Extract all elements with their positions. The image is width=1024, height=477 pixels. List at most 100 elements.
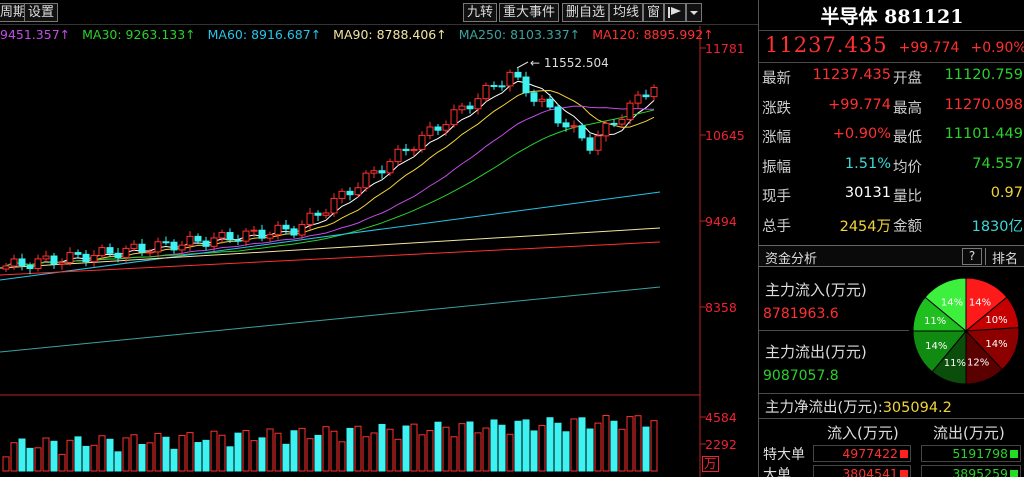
remove-watchlist-button[interactable]: 删自选	[562, 3, 610, 22]
candle-body	[418, 134, 426, 150]
volume-bar	[130, 434, 138, 472]
candle-body	[234, 239, 242, 242]
pie-slice-label: 14%	[941, 297, 963, 308]
volume-bar	[514, 420, 522, 472]
volume-bar	[538, 425, 546, 472]
order-type-label: 大单	[763, 467, 791, 477]
candle-body	[618, 119, 626, 125]
price-row: 11237.435 +99.774 +0.90%	[765, 33, 1024, 59]
quote-value: 2454万	[839, 218, 891, 235]
major-events-button[interactable]: 重大事件	[499, 3, 560, 22]
candle-body	[194, 235, 202, 242]
candle-body	[162, 241, 170, 244]
period-button[interactable]: 周期	[0, 3, 31, 22]
candle-body	[2, 265, 10, 270]
volume-bar	[354, 425, 362, 472]
candle-body	[34, 258, 42, 270]
kline-chart[interactable]: ← 11552.504	[0, 0, 758, 477]
quote-label: 涨跌	[762, 100, 791, 117]
volume-bar	[266, 428, 274, 472]
volume-bar	[146, 442, 154, 472]
volume-bar	[330, 430, 338, 472]
candle-body	[338, 190, 346, 199]
nine-turn-button[interactable]: 九转	[463, 3, 498, 22]
settings-button[interactable]: 设置	[24, 3, 59, 22]
volume-bar	[434, 421, 442, 472]
volume-bar	[170, 448, 178, 472]
quote-value: 11120.759	[944, 67, 1023, 83]
quote-label: 涨幅	[762, 130, 791, 146]
candle-body	[562, 122, 570, 128]
quote-label: 最低	[893, 130, 922, 146]
candle-body	[210, 237, 218, 247]
ranking-button[interactable]: 排名	[985, 248, 1018, 267]
quote-label: 最高	[893, 100, 922, 117]
main-inflow-label: 主力流入(万元)	[765, 281, 867, 299]
volume-bar	[626, 416, 634, 472]
main-inflow-value: 8781963.6	[763, 306, 839, 322]
candle-body	[170, 241, 178, 251]
chevron-down-icon[interactable]	[686, 3, 702, 22]
ma-legend-item-3: MA60: 8916.687↑	[207, 27, 322, 42]
candle-body	[514, 71, 522, 78]
quote-label: 最新	[762, 71, 791, 87]
candle-body	[522, 76, 530, 94]
volume-bar	[610, 420, 618, 472]
volume-bar	[194, 442, 202, 472]
flag-icon[interactable]	[664, 3, 686, 22]
candle-body	[554, 106, 562, 124]
volume-bar	[490, 419, 498, 472]
candle-body	[594, 135, 602, 151]
volume-bar	[226, 446, 234, 472]
quote-label: 开盘	[893, 71, 922, 87]
volume-bar	[186, 432, 194, 472]
volume-bar	[202, 439, 210, 472]
quote-value: 0.97	[990, 185, 1023, 201]
volume-bar	[242, 429, 250, 472]
candle-body	[202, 240, 210, 247]
volume-bar	[274, 432, 282, 472]
stock-title: 半导体 881121	[759, 2, 1024, 29]
quote-value: 1.51%	[844, 155, 891, 172]
volume-bar	[498, 424, 506, 472]
candle-body	[378, 170, 386, 174]
inflow-column-header: 流入(万元)	[827, 424, 899, 442]
candle-body	[178, 244, 186, 251]
help-button[interactable]: ?	[962, 248, 982, 265]
volume-bar	[338, 441, 346, 472]
volume-bar	[378, 423, 386, 472]
volume-bar	[298, 427, 306, 472]
volume-bar	[442, 426, 450, 472]
volume-bar	[386, 428, 394, 472]
candle-body	[506, 71, 514, 87]
candle-body	[298, 224, 306, 236]
volume-bar	[426, 429, 434, 472]
high-marker-label: ← 11552.504	[530, 56, 609, 70]
candle-body	[282, 224, 290, 230]
outflow-cell: 5191798	[921, 445, 1021, 462]
volume-bar	[554, 422, 562, 472]
candle-body	[50, 255, 58, 265]
moving-average-line	[5, 90, 655, 267]
candle-body	[154, 241, 162, 253]
volume-bar	[586, 428, 594, 472]
quote-label: 均价	[893, 159, 922, 176]
volume-bar	[50, 440, 58, 472]
moving-average-line	[5, 80, 655, 267]
window-button[interactable]: 窗	[643, 3, 665, 22]
quote-panel: 半导体 881121 11237.435 +99.774 +0.90% 最新 11…	[758, 0, 1024, 477]
candle-body	[250, 229, 258, 232]
volume-bar	[2, 456, 10, 472]
pie-slice-label: 12%	[967, 358, 989, 369]
candle-body	[602, 122, 610, 137]
candle-body	[58, 262, 66, 265]
candle-body	[546, 98, 554, 108]
quote-label: 量比	[893, 189, 922, 205]
net-flow-value: 305094.2	[882, 400, 952, 416]
chart-toolbar: 周期 设置 九转 重大事件 删自选 均线 窗	[0, 0, 758, 25]
candle-body	[346, 190, 354, 196]
pie-slice-label: 11%	[944, 358, 966, 369]
quote-label: 总手	[762, 218, 791, 235]
volume-bar	[634, 415, 642, 472]
ma-button[interactable]: 均线	[609, 3, 644, 22]
